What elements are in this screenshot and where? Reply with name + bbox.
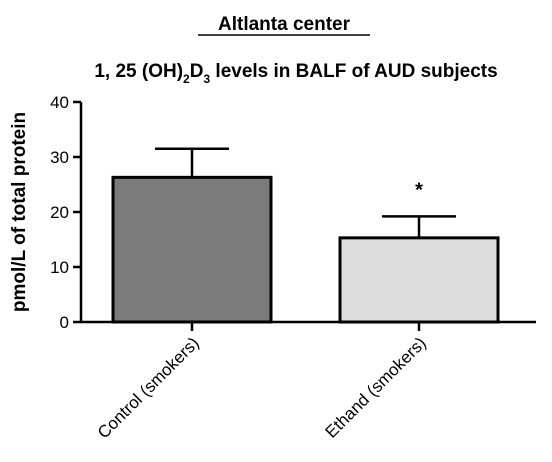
x-axis: Control (smokers) Ethand (smokers) (81, 320, 536, 442)
y-tick-label: 30 (50, 148, 69, 167)
bars: * (111, 147, 500, 324)
x-tick-label: Ethand (smokers) (322, 333, 430, 441)
y-axis-label: pmol/L of total protein (9, 112, 30, 312)
bar-2 (338, 236, 500, 324)
chart-header: Altlanta center (218, 14, 351, 35)
y-tick-label: 20 (50, 203, 69, 222)
significance-marker: * (415, 179, 423, 201)
y-tick-label: 10 (50, 258, 69, 277)
y-tick-label: 0 (60, 313, 69, 332)
x-tick-label: Control (smokers) (94, 333, 203, 442)
y-axis: 0 10 20 30 40 (50, 93, 83, 332)
bar-1 (111, 175, 273, 324)
chart-title: 1, 25 (OH)2D3 levels in BALF of AUD subj… (94, 61, 497, 86)
y-tick-label: 40 (50, 93, 69, 112)
